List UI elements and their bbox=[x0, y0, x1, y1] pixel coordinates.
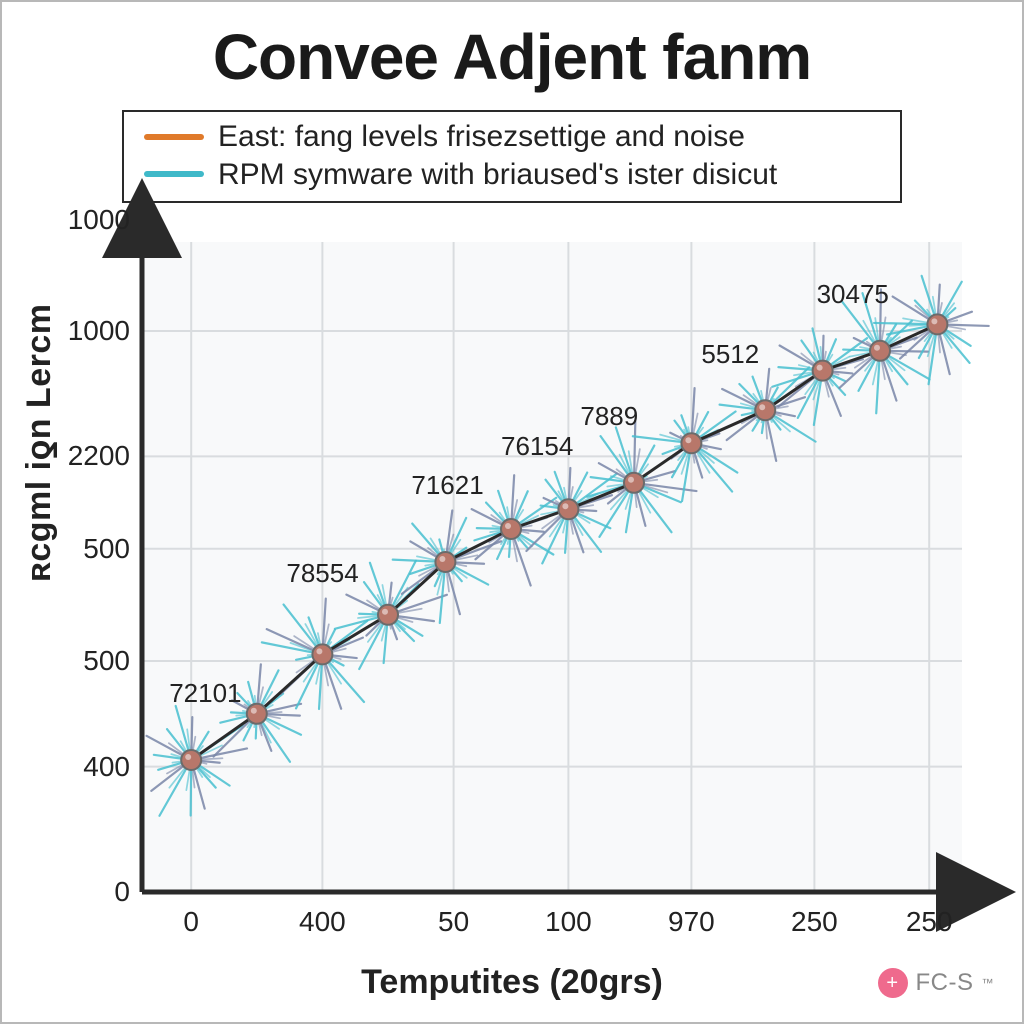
y-tick: 1000 bbox=[68, 315, 130, 347]
x-tick: 400 bbox=[299, 906, 346, 938]
x-tick: 970 bbox=[668, 906, 715, 938]
y-tick: 500 bbox=[83, 645, 130, 677]
legend: East: fang levels frisezsettige and nois… bbox=[122, 110, 902, 203]
x-axis-label: Temputites (20grs) bbox=[2, 963, 1022, 1002]
legend-label-1: RPM symware with briaused's ister disicu… bbox=[218, 156, 777, 194]
y-tick: 2200 bbox=[68, 440, 130, 472]
data-label: 7889 bbox=[580, 401, 638, 432]
y-extra-label: 1000 bbox=[68, 204, 130, 236]
data-label: 76154 bbox=[501, 431, 573, 462]
x-tick: 250 bbox=[791, 906, 838, 938]
legend-swatch-1 bbox=[144, 171, 204, 177]
plot-area: 1000 04005005002200100004005010097025025… bbox=[142, 232, 962, 892]
legend-label-0: East: fang levels frisezsettige and nois… bbox=[218, 118, 745, 156]
y-tick: 400 bbox=[83, 751, 130, 783]
data-label: 30475 bbox=[817, 279, 889, 310]
data-label: 78554 bbox=[286, 558, 358, 589]
plus-icon: + bbox=[886, 972, 898, 995]
data-label: 71621 bbox=[411, 470, 483, 501]
y-tick: 500 bbox=[83, 533, 130, 565]
x-tick: 100 bbox=[545, 906, 592, 938]
watermark-sub: ™ bbox=[982, 976, 995, 990]
plot-svg bbox=[142, 232, 962, 892]
x-tick: 0 bbox=[183, 906, 199, 938]
y-tick: 0 bbox=[114, 876, 130, 908]
x-tick: 50 bbox=[438, 906, 469, 938]
chart-frame: Convee Adjent fanm East: fang levels fri… bbox=[0, 0, 1024, 1024]
watermark: + FC-S ™ bbox=[878, 968, 995, 998]
watermark-text: FC-S bbox=[916, 969, 974, 997]
y-axis-label: ʀcgml iƍn Lercm bbox=[20, 304, 59, 582]
chart-title: Convee Adjent fanm bbox=[2, 20, 1022, 94]
data-label: 5512 bbox=[701, 339, 759, 370]
legend-swatch-0 bbox=[144, 134, 204, 140]
legend-item-0: East: fang levels frisezsettige and nois… bbox=[144, 118, 876, 156]
x-tick: 250 bbox=[906, 906, 953, 938]
data-label: 72101 bbox=[169, 678, 241, 709]
legend-item-1: RPM symware with briaused's ister disicu… bbox=[144, 156, 876, 194]
watermark-icon: + bbox=[878, 968, 908, 998]
